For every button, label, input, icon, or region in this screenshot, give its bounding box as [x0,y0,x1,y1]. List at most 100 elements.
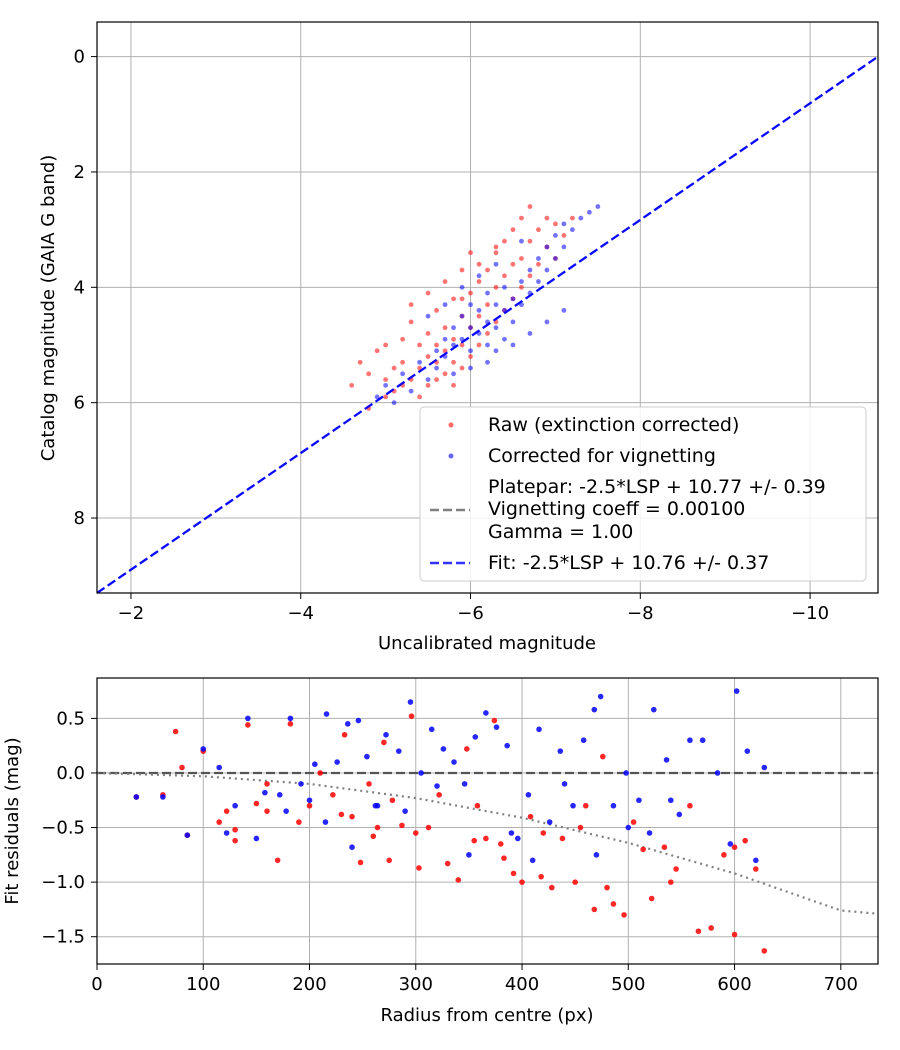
data-point [519,215,524,221]
x-tick-label: 700 [824,974,858,995]
data-point [442,371,448,377]
data-point [544,267,550,273]
data-point [582,802,589,809]
data-point [442,336,448,342]
data-point [391,365,397,371]
data-point [561,233,567,238]
data-point [569,227,575,233]
data-point [425,824,432,831]
data-point [416,865,422,871]
data-point [476,313,482,319]
data-point [264,781,270,787]
legend-raw-marker [448,422,454,428]
data-point [287,721,294,727]
data-point [591,706,598,713]
data-point [561,221,567,227]
calibration-plot-area [97,55,878,593]
data-point [663,757,670,763]
data-point [727,841,734,847]
data-point [753,866,759,872]
data-point [714,770,721,776]
data-point [661,844,668,850]
y-tick-label: −1.0 [41,872,85,893]
x-tick-label: 400 [505,974,539,995]
data-point [502,336,507,342]
y-tick-label: 8 [74,508,85,529]
data-point [519,238,524,244]
data-point [604,884,610,891]
data-point [493,724,500,730]
data-point [572,879,578,885]
data-point [476,273,482,279]
legend-frame [419,406,867,582]
data-point [408,319,414,325]
data-point [264,808,270,814]
data-point [536,726,542,733]
data-point [468,290,473,296]
data-point [442,302,448,308]
data-point [483,835,489,842]
y-tick-label: 2 [74,162,85,183]
data-point [459,313,465,319]
data-point [455,877,462,883]
data-point [485,342,490,348]
data-point [504,742,510,749]
calibration-legend: Raw (extinction corrected) Corrected for… [419,406,867,582]
data-point [216,764,222,771]
x-tick-label: 500 [611,974,645,995]
data-point [428,726,435,733]
x-tick-label: 200 [292,974,326,995]
data-point [557,748,564,754]
data-point [160,794,166,800]
data-point [501,855,507,861]
residuals-plot: 0 100 200 300 400 500 600 700 0.5 0.0 −0.5 −1.0 −1.5… [2,677,879,1026]
data-point [417,359,422,365]
data-point [742,837,748,844]
data-point [676,811,683,818]
data-point [399,822,405,829]
data-point [595,204,601,209]
data-point [553,221,558,227]
data-point [610,802,617,809]
data-point [476,307,482,313]
data-point [527,273,533,279]
data-point [317,770,323,776]
data-point [341,731,348,738]
data-point [451,371,456,377]
data-point [471,837,478,844]
data-point [508,830,515,836]
data-point [440,746,447,752]
data-point [561,244,567,250]
data-point [232,837,238,844]
data-point [753,857,759,864]
data-point [298,781,304,787]
data-point [493,302,499,308]
data-point [451,382,456,388]
data-point [695,928,702,935]
data-point [570,802,576,809]
data-point [559,835,566,842]
data-point [519,279,524,284]
residuals-x-axis-label: Radius from centre (px) [380,1005,593,1026]
data-point [577,824,584,831]
y-tick-label: 6 [74,393,85,414]
data-point [493,348,499,354]
data-point [425,290,431,296]
data-point [400,336,406,342]
data-point [536,279,541,284]
data-point [544,244,550,250]
data-point [687,737,693,744]
data-point [389,797,396,804]
data-point [296,819,302,825]
data-point [733,688,740,694]
data-point [646,830,653,836]
legend-platepar-label: Platepar: -2.5*LSP + 10.77 +/- 0.39 [488,476,826,498]
data-point [436,792,442,798]
data-point [502,238,507,244]
data-point [527,813,534,820]
data-point [527,238,533,244]
data-point [544,319,550,325]
data-point [276,792,283,798]
data-point [599,753,606,760]
data-point [468,354,473,359]
